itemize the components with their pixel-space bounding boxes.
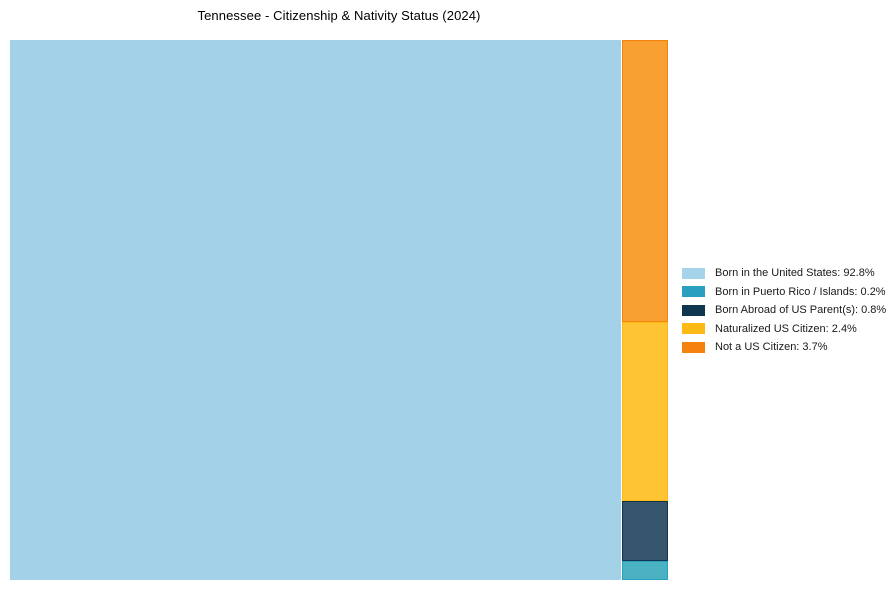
legend-item-born-abroad[interactable]: Born Abroad of US Parent(s): 0.8% xyxy=(682,301,886,320)
treemap-tile-born-abroad[interactable] xyxy=(622,501,668,561)
treemap-tile-puerto-rico-islands[interactable] xyxy=(622,561,668,580)
legend-label: Naturalized US Citizen: 2.4% xyxy=(715,322,857,335)
legend-item-naturalized-citizen[interactable]: Naturalized US Citizen: 2.4% xyxy=(682,320,886,339)
legend-item-puerto-rico-islands[interactable]: Born in Puerto Rico / Islands: 0.2% xyxy=(682,283,886,302)
legend-item-born-in-us[interactable]: Born in the United States: 92.8% xyxy=(682,264,886,283)
treemap-tile-born-in-us[interactable] xyxy=(10,40,621,580)
legend-label: Born in the United States: 92.8% xyxy=(715,267,875,280)
legend-swatch-not-us-citizen xyxy=(682,341,705,353)
legend: Born in the United States: 92.8% Born in… xyxy=(682,264,886,357)
treemap-tile-naturalized-citizen[interactable] xyxy=(622,322,668,501)
legend-item-not-us-citizen[interactable]: Not a US Citizen: 3.7% xyxy=(682,338,886,357)
legend-swatch-naturalized-citizen xyxy=(682,323,705,335)
legend-label: Born Abroad of US Parent(s): 0.8% xyxy=(715,304,887,317)
legend-swatch-puerto-rico-islands xyxy=(682,286,705,298)
legend-label: Not a US Citizen: 3.7% xyxy=(715,341,828,354)
chart-title: Tennessee - Citizenship & Nativity Statu… xyxy=(197,8,481,23)
legend-swatch-born-in-us xyxy=(682,267,705,279)
legend-label: Born in Puerto Rico / Islands: 0.2% xyxy=(715,285,886,298)
legend-swatch-born-abroad xyxy=(682,304,705,316)
treemap-tile-not-us-citizen[interactable] xyxy=(622,40,668,322)
